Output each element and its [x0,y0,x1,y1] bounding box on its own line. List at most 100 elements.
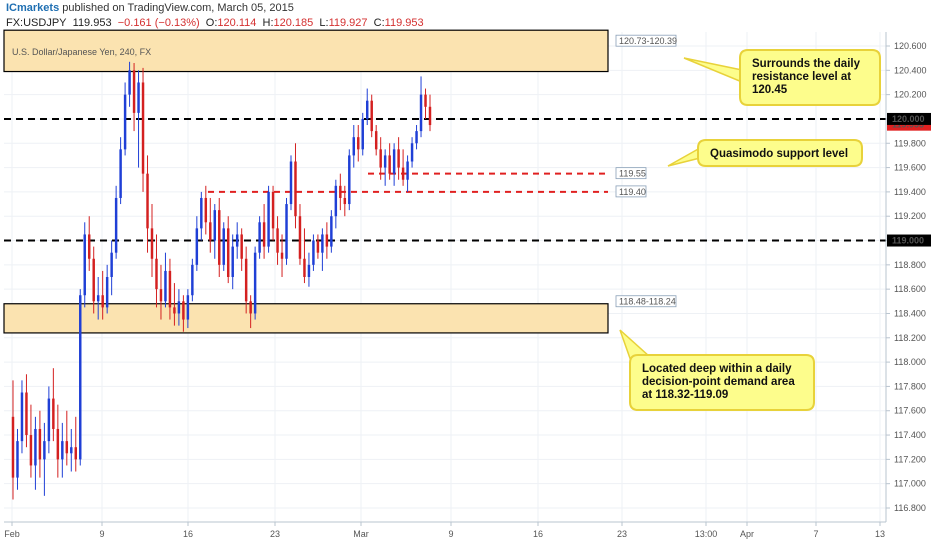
candle [285,197,288,265]
candle-body [307,264,311,277]
candle-body [177,301,181,314]
candle-body [235,234,239,247]
time-tick-label: 13:00 [695,529,718,539]
candle-body [271,191,275,229]
candle-body [294,161,297,217]
level-tag-box [615,167,647,180]
candle [159,264,163,320]
candle-body [280,252,284,259]
candle [253,246,257,320]
candle [267,185,270,253]
candle-body [419,94,423,132]
candle [339,173,342,211]
time-axis[interactable]: Feb 9 16 23 Mar 9 16 23 13:00 Apr 7 13 [4,521,886,539]
time-tick-label: 13 [875,529,885,539]
publisher-brand[interactable]: ICmarkets [6,2,60,14]
candle-body [25,392,28,436]
zone-tag-label: 120.73-120.39 [619,36,677,46]
candle-body [348,155,351,205]
candle-body [56,428,60,460]
candle-body [119,149,122,198]
candle [424,88,427,119]
callout-text-line: decision-point demand area [642,376,795,388]
open-label: O: [205,17,218,29]
candle [182,295,185,332]
candle-body [141,82,145,174]
candle-body [330,216,333,247]
candle [312,234,315,271]
candle [316,234,320,259]
candle [298,204,302,265]
candle-body [74,447,78,460]
candle [141,67,145,192]
callout-text-line: at 118.32-119.09 [642,389,728,401]
candle [271,185,275,241]
candle-body [137,82,140,113]
candle [280,234,284,277]
candle-body [244,258,248,302]
candle-body [47,398,51,442]
candle [146,155,149,253]
candle [231,234,234,290]
candle-body [253,252,257,314]
candle-body [424,94,427,107]
candle-body [397,149,400,168]
price-tick-label: 118.000 [894,357,926,367]
price-tick-label: 117.000 [894,479,926,489]
candle [25,374,28,448]
candle [428,94,432,132]
candle-body [374,131,378,150]
candle-body [285,204,288,259]
candle [56,404,60,478]
zone-tag-box [615,34,677,47]
price-tick-label: 117.800 [894,381,926,391]
candle [294,143,297,229]
time-tick-label: 23 [270,529,280,539]
high-label: H: [262,17,274,29]
candle [74,416,78,472]
candle [11,380,15,500]
candle-body [410,143,414,162]
callout-demand: Located deep within a dailydecision-poin… [619,329,815,411]
symbol-label[interactable]: FX:USDJPY [6,17,67,29]
candle [357,125,360,162]
candle [79,289,82,466]
candle [155,234,158,308]
price-tick-label: 119.200 [894,211,926,221]
publisher-line: ICmarkets published on TradingView.com, … [6,2,294,14]
candle-body [325,234,329,247]
candle-body [213,210,217,241]
candle [218,197,221,277]
published-text: published on TradingView.com, March 05, … [59,2,294,14]
callout-quasimodo: Quasimodo support level [667,139,863,167]
candle [191,258,194,302]
candle-body [276,228,279,253]
candle [87,216,91,271]
candle [101,270,104,320]
callout-text-line: Located deep within a daily [642,363,792,375]
high-value: 120.185 [273,17,314,29]
candle [352,125,356,168]
candle-body [191,264,194,296]
candle [150,204,154,277]
candle-body [388,155,391,174]
time-tick-label: Feb [4,529,20,539]
candle [276,216,279,265]
candle-body [392,149,396,174]
candle [34,416,37,490]
candle-body [298,216,302,259]
callout-box [739,49,881,106]
candle [186,289,190,329]
candle-body [289,161,293,205]
level-axis-badge [887,112,931,125]
price-tick-label: 116.800 [894,503,926,513]
level-tag-label: 119.40 [619,187,646,197]
price-axis[interactable]: 120.600 120.400 120.200 120.000 119.800 119.6… [885,32,931,522]
close-label: C: [373,17,385,29]
candle-body [339,185,342,198]
candle [240,228,243,271]
candle [195,216,199,271]
candle [392,143,396,186]
